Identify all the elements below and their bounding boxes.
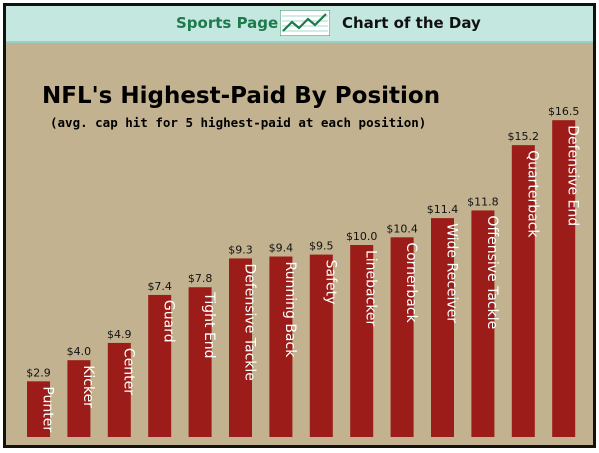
value-label: $15.2 [508,130,540,143]
value-label: $10.4 [386,222,418,235]
category-label: Defensive End [565,125,581,226]
chart-of-the-day-label: Chart of the Day [342,14,481,32]
value-label: $7.8 [188,272,213,285]
category-label: Cornerback [403,242,419,323]
bar-running-back [269,256,293,437]
category-label: Punter [40,386,56,432]
bar-guard [148,294,172,437]
category-label: Guard [161,300,177,343]
bar-defensive-end [552,120,576,437]
bar-defensive-tackle [229,258,252,437]
value-label: $16.5 [548,105,580,118]
value-label: $9.5 [309,240,334,253]
bar-tight-end [188,287,212,437]
bar-punter [27,381,50,437]
category-label: Safety [322,260,338,305]
chart-frame: Sports Page Chart of the Day NFL's Highe… [3,3,596,448]
chart-subtitle: (avg. cap hit for 5 highest-paid at each… [50,115,427,130]
category-label: Wide Receiver [444,223,460,323]
header-banner: Sports Page Chart of the Day [6,6,593,43]
value-label: $10.0 [346,230,378,243]
bar-safety [309,254,333,437]
chart-title: NFL's Highest-Paid By Position [42,83,441,109]
category-label: Offensive Tackle [484,215,500,329]
category-label: Quarterback [524,150,540,238]
category-label: Running Back [282,262,298,359]
trend-line-chart-icon [280,10,330,36]
bar-chart: $2.9 Punter $4.0 Kicker $4.9 Center $7.4 Guard $… [26,105,581,437]
value-label: $9.4 [269,242,294,255]
value-label: $11.4 [427,203,459,216]
bar-quarterback [511,145,535,437]
value-label: $11.8 [467,195,499,208]
category-label: Defensive Tackle [242,263,258,380]
value-label: $2.9 [26,366,51,379]
value-label: $4.9 [107,328,132,341]
bar-offensive-tackle [471,210,495,437]
bar-wide-receiver [431,218,454,437]
category-label: Tight End [201,291,217,358]
category-label: Center [120,348,136,395]
category-label: Linebacker [363,250,379,327]
bar-kicker [67,360,91,437]
sports-page-label: Sports Page [176,14,279,32]
value-label: $9.3 [228,243,253,256]
bar-cornerback [390,237,414,437]
bar-linebacker [350,245,374,437]
bar-center [107,342,131,437]
value-label: $7.4 [147,280,172,293]
value-label: $4.0 [67,345,92,358]
category-label: Kicker [80,365,96,408]
